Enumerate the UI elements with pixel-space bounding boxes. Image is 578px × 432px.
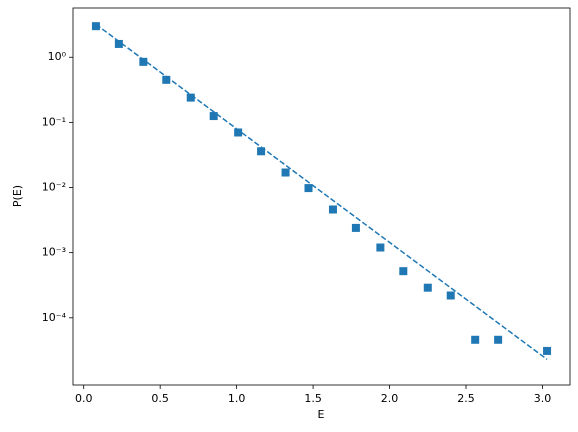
marker bbox=[209, 112, 218, 121]
x-tick-label: 3.0 bbox=[534, 392, 552, 405]
x-axis-label: E bbox=[318, 408, 325, 421]
x-tick-label: 2.0 bbox=[381, 392, 399, 405]
y-tick-label: 10⁻¹ bbox=[42, 115, 66, 128]
marker bbox=[234, 128, 243, 137]
x-tick-label: 1.5 bbox=[304, 392, 322, 405]
y-tick-label: 10⁻⁴ bbox=[42, 311, 67, 324]
x-tick-label: 1.0 bbox=[228, 392, 246, 405]
marker bbox=[543, 346, 552, 355]
x-tick-label: 0.0 bbox=[75, 392, 93, 405]
y-axis-label: P(E) bbox=[11, 185, 24, 207]
marker bbox=[91, 22, 100, 31]
y-tick-label: 10⁻³ bbox=[42, 246, 66, 259]
x-tick-label: 0.5 bbox=[151, 392, 169, 405]
marker bbox=[304, 184, 313, 193]
marker bbox=[494, 335, 503, 344]
marker bbox=[399, 267, 408, 276]
marker bbox=[281, 168, 290, 177]
marker bbox=[351, 223, 360, 232]
y-tick-label: 10⁻² bbox=[42, 181, 66, 194]
marker bbox=[114, 39, 123, 48]
marker bbox=[471, 335, 480, 344]
marker bbox=[376, 243, 385, 252]
y-tick-label: 10⁰ bbox=[48, 50, 67, 63]
x-tick-label: 2.5 bbox=[457, 392, 475, 405]
marker bbox=[139, 57, 148, 66]
axes-frame bbox=[72, 7, 571, 386]
marker bbox=[186, 93, 195, 102]
marker bbox=[423, 283, 432, 292]
marker bbox=[446, 291, 455, 300]
marker bbox=[328, 205, 337, 214]
marker bbox=[257, 147, 266, 156]
fit-line bbox=[95, 23, 548, 360]
marker bbox=[162, 75, 171, 84]
